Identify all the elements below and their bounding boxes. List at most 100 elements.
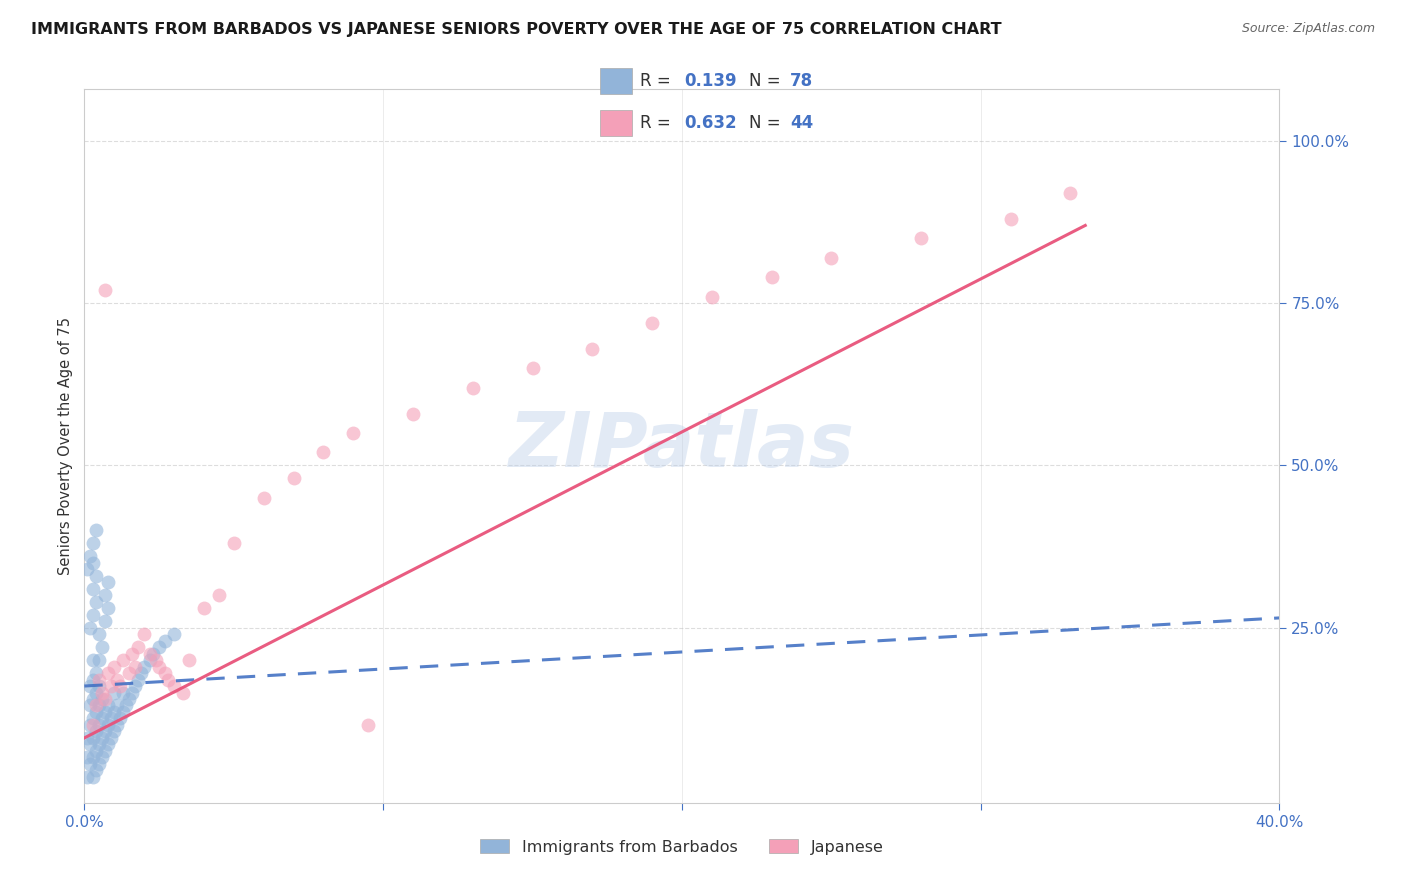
Point xyxy=(124,679,146,693)
Point xyxy=(82,582,104,596)
Text: Source: ZipAtlas.com: Source: ZipAtlas.com xyxy=(1241,22,1375,36)
Point xyxy=(153,633,176,648)
Point xyxy=(79,549,101,564)
Text: R =: R = xyxy=(640,71,675,90)
Point xyxy=(89,718,111,732)
Point xyxy=(700,290,723,304)
Point xyxy=(82,673,104,687)
Point xyxy=(86,685,108,699)
Point xyxy=(157,673,180,687)
Point xyxy=(112,685,135,699)
Point xyxy=(82,731,104,745)
Point xyxy=(82,750,104,764)
Point xyxy=(641,316,664,330)
Point xyxy=(103,724,125,739)
Text: 44: 44 xyxy=(790,114,813,132)
Point xyxy=(139,653,162,667)
Point xyxy=(89,756,111,771)
FancyBboxPatch shape xyxy=(600,68,631,94)
Point xyxy=(86,724,108,739)
Point xyxy=(105,698,128,713)
Point xyxy=(100,731,122,745)
Point xyxy=(357,718,380,732)
Point xyxy=(94,724,117,739)
Point xyxy=(820,251,842,265)
Point xyxy=(94,692,117,706)
Point xyxy=(910,231,932,245)
Point xyxy=(110,711,132,725)
Point xyxy=(97,575,120,590)
Point xyxy=(177,653,200,667)
Text: 0.139: 0.139 xyxy=(683,71,737,90)
Point xyxy=(91,731,114,745)
Point xyxy=(97,738,120,752)
Text: IMMIGRANTS FROM BARBADOS VS JAPANESE SENIORS POVERTY OVER THE AGE OF 75 CORRELAT: IMMIGRANTS FROM BARBADOS VS JAPANESE SEN… xyxy=(31,22,1001,37)
Point xyxy=(94,705,117,719)
Point xyxy=(121,647,143,661)
Point xyxy=(82,607,104,622)
Point xyxy=(91,750,114,764)
Point xyxy=(112,653,135,667)
Point xyxy=(89,738,111,752)
Point xyxy=(86,568,108,582)
Point xyxy=(76,770,98,784)
Text: R =: R = xyxy=(640,114,675,132)
Point xyxy=(86,705,108,719)
Point xyxy=(127,673,149,687)
Point xyxy=(91,711,114,725)
Point xyxy=(163,627,186,641)
Point xyxy=(91,685,114,699)
Point xyxy=(148,640,170,654)
Point xyxy=(172,685,194,699)
Point xyxy=(124,659,146,673)
Point xyxy=(82,556,104,570)
Point xyxy=(76,731,98,745)
Point xyxy=(142,647,165,661)
Point xyxy=(103,659,125,673)
Point xyxy=(89,653,111,667)
Point xyxy=(94,283,117,297)
Point xyxy=(97,698,120,713)
Legend: Immigrants from Barbados, Japanese: Immigrants from Barbados, Japanese xyxy=(472,831,891,863)
Point xyxy=(121,685,143,699)
Point xyxy=(91,640,114,654)
Point xyxy=(86,744,108,758)
Point xyxy=(402,407,425,421)
Point xyxy=(1000,211,1022,226)
Point xyxy=(94,588,117,602)
Point xyxy=(103,705,125,719)
Point xyxy=(222,536,245,550)
Point xyxy=(91,692,114,706)
Point xyxy=(86,524,108,538)
Point xyxy=(132,627,156,641)
Point xyxy=(86,698,108,713)
Point xyxy=(89,627,111,641)
Point xyxy=(253,491,276,505)
Text: N =: N = xyxy=(748,71,786,90)
Point xyxy=(79,621,101,635)
Point xyxy=(79,698,101,713)
Point xyxy=(86,595,108,609)
Point xyxy=(79,679,101,693)
Point xyxy=(79,756,101,771)
Point xyxy=(94,744,117,758)
Point xyxy=(76,750,98,764)
Point xyxy=(118,666,141,681)
Point xyxy=(342,425,364,440)
Point xyxy=(115,698,138,713)
Point xyxy=(522,361,544,376)
Point xyxy=(148,659,170,673)
Point xyxy=(283,471,305,485)
Point xyxy=(132,659,156,673)
Point xyxy=(100,679,122,693)
Point xyxy=(79,718,101,732)
Point xyxy=(97,601,120,615)
Point xyxy=(1059,186,1081,200)
Point xyxy=(82,770,104,784)
Y-axis label: Seniors Poverty Over the Age of 75: Seniors Poverty Over the Age of 75 xyxy=(58,317,73,575)
Point xyxy=(103,685,125,699)
Point xyxy=(86,764,108,778)
Point xyxy=(82,653,104,667)
Point xyxy=(145,653,167,667)
Point xyxy=(97,666,120,681)
